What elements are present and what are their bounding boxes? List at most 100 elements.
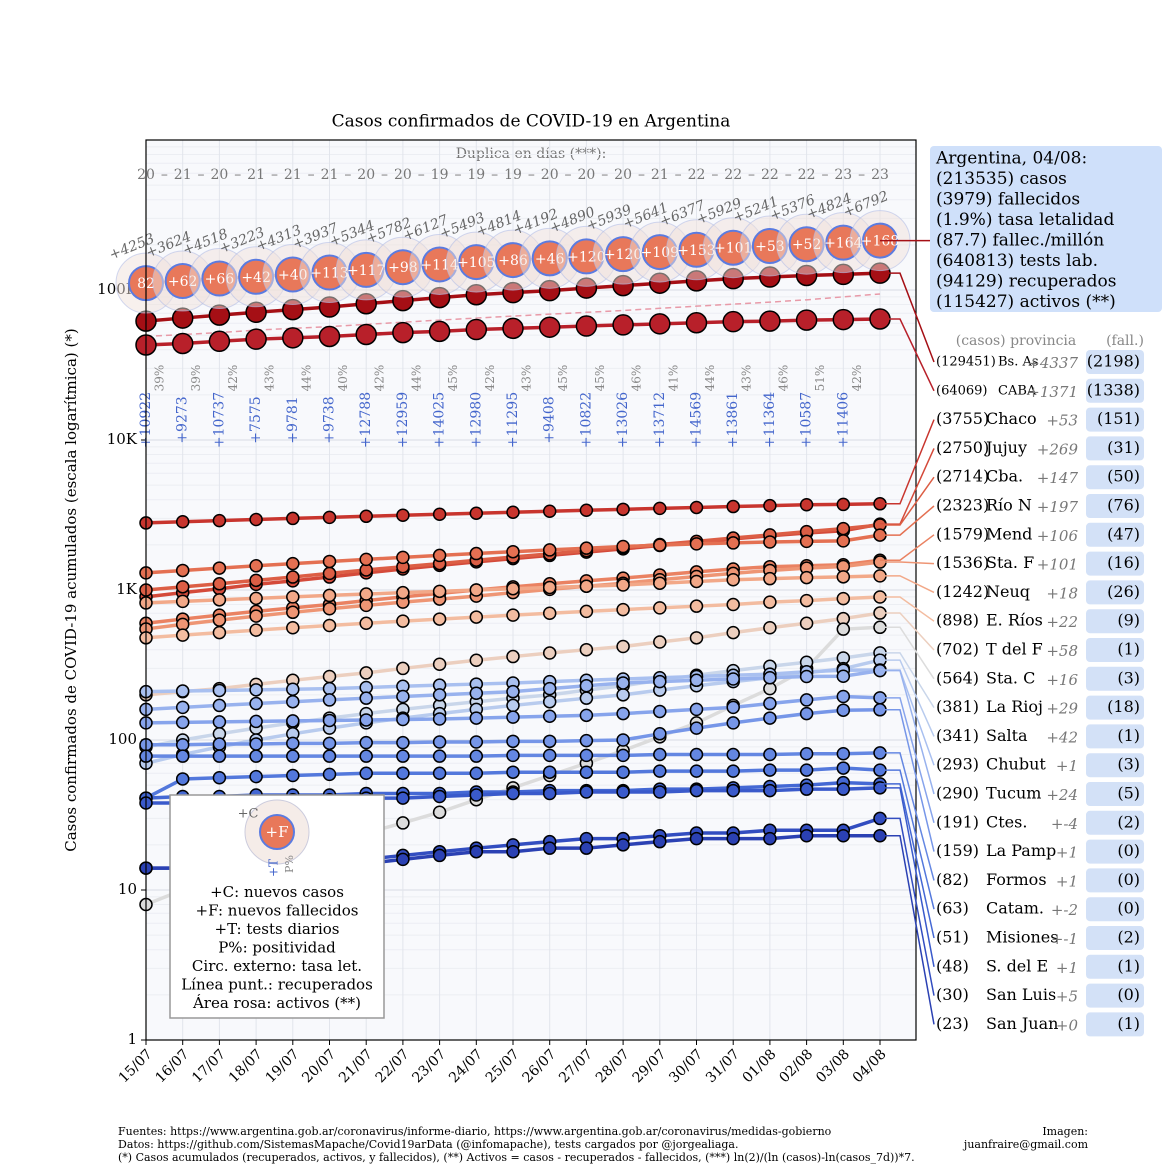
positivity-label: 46%: [776, 365, 790, 392]
summary-line: (3979) fallecidos: [936, 190, 1080, 210]
tests-label: +11295: [505, 392, 521, 448]
series-point: [396, 712, 410, 727]
chart-title: Casos confirmados de COVID-19 en Argenti…: [332, 112, 731, 132]
x-tick-label: 29/07: [630, 1046, 670, 1086]
series-point: [469, 610, 484, 624]
series-point: [175, 580, 190, 594]
series-point: [542, 748, 557, 763]
series-point: [506, 649, 520, 664]
series-point: [836, 534, 851, 548]
series-point: [212, 613, 227, 627]
series-point: [359, 598, 373, 613]
series-point: [763, 831, 777, 846]
series-point: [506, 765, 520, 779]
legend-line: +C: nuevos casos: [210, 883, 344, 901]
series-point: [579, 503, 594, 518]
series-point: [212, 513, 227, 528]
province-increment: +-4: [1051, 815, 1078, 833]
province-name: Sta. F: [986, 553, 1034, 572]
province-increment: +106: [1037, 527, 1079, 545]
series-point: [689, 500, 704, 515]
province-name: La Pamp: [986, 841, 1056, 860]
y-axis-label: Casos confirmados de COVID-19 acumulados…: [62, 328, 80, 851]
series-point: [249, 749, 263, 763]
province-name: Chaco: [986, 409, 1037, 428]
province-deaths: (2198): [1087, 352, 1140, 371]
series-point: [322, 681, 337, 696]
series-point: [616, 602, 630, 617]
doubling-sep: –: [821, 167, 828, 183]
x-tick-label: 15/07: [116, 1046, 156, 1086]
doubling-sep: –: [308, 167, 315, 183]
province-name: T del F: [986, 640, 1043, 659]
province-increment: +1: [1056, 844, 1078, 862]
leader-line: [880, 752, 935, 881]
series-point: [175, 715, 190, 730]
series-point: [396, 508, 410, 523]
province-name: Catam.: [986, 899, 1044, 918]
province-cases: (3755): [936, 409, 989, 428]
series-point: [763, 595, 777, 609]
leader-line: [880, 476, 935, 526]
legend-line: +F: nuevos fallecidos: [196, 902, 359, 920]
series-point: [542, 681, 557, 696]
series-point: [286, 749, 300, 763]
deaths-bg: [1086, 551, 1144, 576]
province-deaths: (9): [1117, 611, 1140, 630]
series-point: [726, 716, 740, 730]
doubling-days: 19: [504, 167, 522, 183]
province-cases: (23): [936, 1014, 969, 1033]
series-point: [653, 635, 667, 649]
series-point: [689, 574, 704, 589]
legend-text: +F: [266, 823, 289, 841]
series-point: [542, 606, 557, 620]
leader-line: [880, 834, 935, 1025]
tests-label: +12980: [468, 392, 484, 448]
deaths-bg: [1086, 695, 1144, 720]
positivity-label: 44%: [299, 365, 313, 392]
series-point: [396, 791, 410, 805]
doubling-days: 22: [798, 167, 816, 183]
series-point: [616, 502, 630, 517]
series-point: [212, 561, 227, 575]
tests-label: +13861: [725, 392, 741, 448]
series-point: [249, 714, 263, 729]
series-point: [432, 766, 447, 781]
doubling-days: 21: [651, 167, 669, 183]
series-point: [726, 536, 740, 550]
tests-label: +14025: [432, 392, 448, 448]
series-point: [249, 737, 263, 751]
x-tick-label: 03/08: [813, 1046, 853, 1086]
province-deaths: (5): [1117, 784, 1140, 803]
series-point: [212, 683, 227, 698]
doubling-days: 20: [541, 167, 559, 183]
doubling-days: 19: [467, 167, 485, 183]
x-tick-label: 28/07: [593, 1046, 633, 1086]
series-point: [469, 506, 484, 520]
series-point: [322, 566, 337, 581]
positivity-label: 42%: [483, 365, 497, 392]
legend-text: P%: [283, 855, 296, 873]
summary-line: (87.7) fallec./millón: [936, 231, 1104, 251]
series-point: [763, 711, 777, 725]
series-point: [396, 661, 410, 676]
province-increment: +-2: [1051, 901, 1078, 919]
doubling-sep: –: [198, 167, 205, 183]
series-point: [175, 628, 190, 642]
series-point: [432, 507, 447, 521]
province-deaths: (1): [1117, 726, 1140, 745]
x-tick-label: 17/07: [189, 1046, 229, 1086]
series-point: [612, 314, 634, 336]
leader-line: [880, 652, 935, 708]
series-point: [212, 749, 227, 763]
legend-line: P%: positividad: [218, 939, 336, 957]
deaths-bg: [1086, 580, 1144, 605]
series-point: [653, 576, 667, 590]
positivity-label: 42%: [373, 365, 387, 392]
doubling-days: 20: [394, 167, 412, 183]
province-cases: (2323): [936, 496, 989, 515]
table-header: (fall.): [1106, 333, 1144, 349]
series-point: [579, 733, 594, 748]
doubling-days: 21: [247, 167, 265, 183]
leader-line: [880, 575, 935, 594]
